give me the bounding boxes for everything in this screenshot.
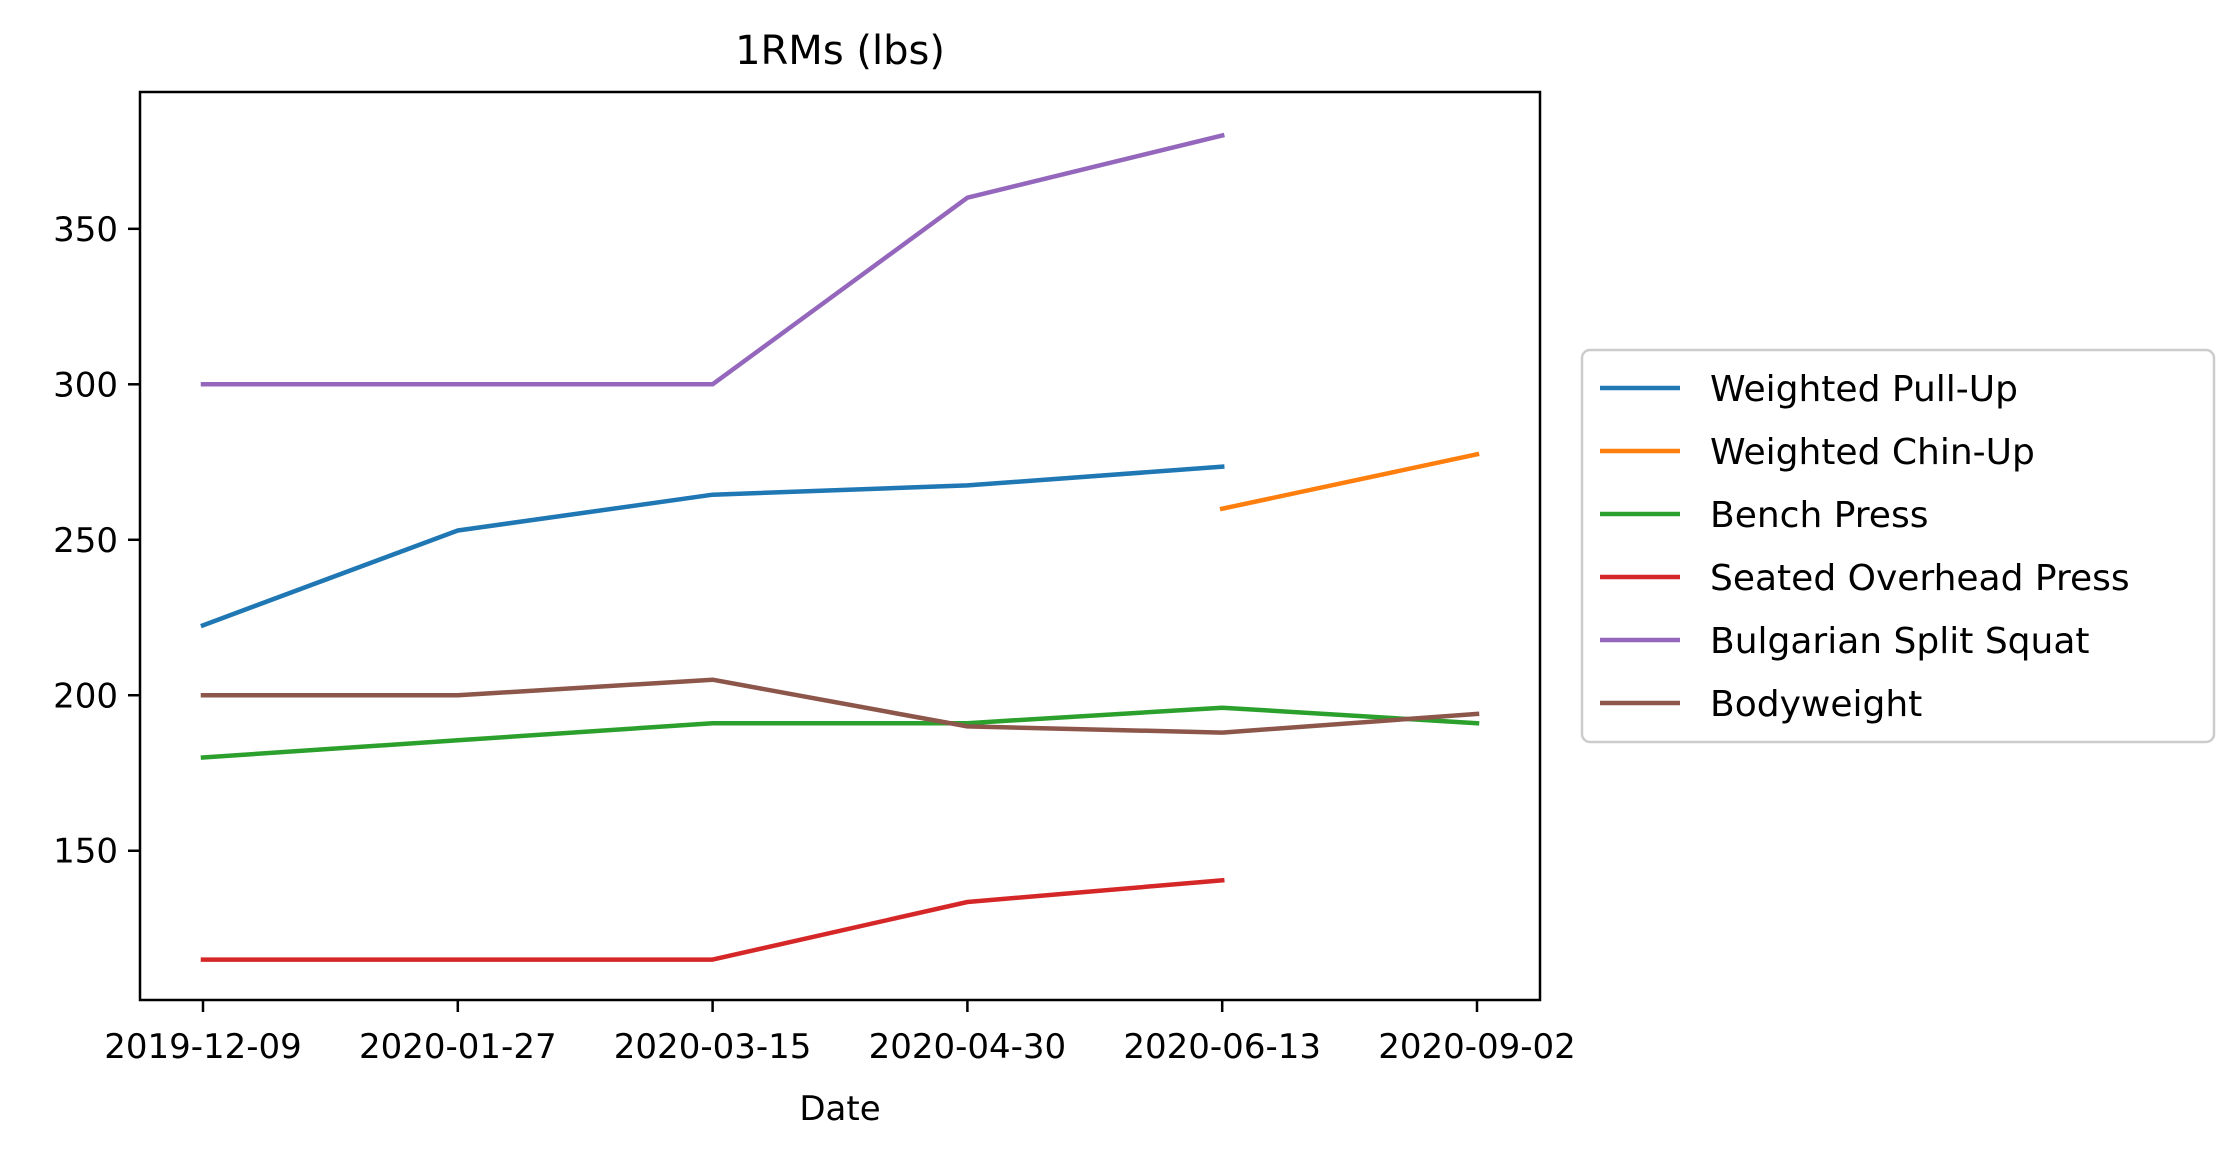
series-line-4 [200,132,1225,387]
x-tick-label: 2019-12-09 [104,1027,302,1067]
series-line-2 [200,705,1480,760]
legend-label: Seated Overhead Press [1710,558,2130,599]
y-tick-label: 150 [53,832,118,872]
x-axis-label: Date [799,1089,880,1129]
x-tick-label: 2020-09-02 [1378,1027,1576,1067]
series-line-1 [1219,451,1480,512]
series-line-3 [200,877,1225,962]
legend-label: Bulgarian Split Squat [1710,621,2090,662]
y-axis: 150 200 250 300 350 [53,210,140,872]
series-line-5 [200,677,1480,735]
legend-label: Weighted Pull-Up [1710,369,2018,410]
legend-box [1580,348,2216,744]
legend: Weighted Pull-Up Weighted Chin-Up Bench Pr… [1580,348,2216,744]
legend-label: Weighted Chin-Up [1710,432,2035,473]
series-layer [200,132,1480,962]
x-tick-label: 2020-04-30 [869,1027,1067,1067]
x-axis: 2019-12-09 2020-01-27 2020-03-15 2020-04-30… [104,1000,1576,1067]
x-tick-label: 2020-03-15 [614,1027,812,1067]
legend-items: Weighted Pull-Up Weighted Chin-Up Bench Pr… [1600,369,2130,725]
y-tick-label: 200 [53,676,118,716]
y-tick-label: 300 [53,365,118,405]
x-tick-label: 2020-01-27 [359,1027,557,1067]
chart-title: 1RMs (lbs) [735,28,945,74]
legend-label: Bodyweight [1710,684,1922,725]
plot-frame [138,90,1542,1002]
y-tick-label: 250 [53,521,118,561]
legend-label: Bench Press [1710,495,1928,536]
x-tick-label: 2020-06-13 [1123,1027,1321,1067]
series-line-0 [200,464,1225,629]
y-tick-label: 350 [53,210,118,250]
